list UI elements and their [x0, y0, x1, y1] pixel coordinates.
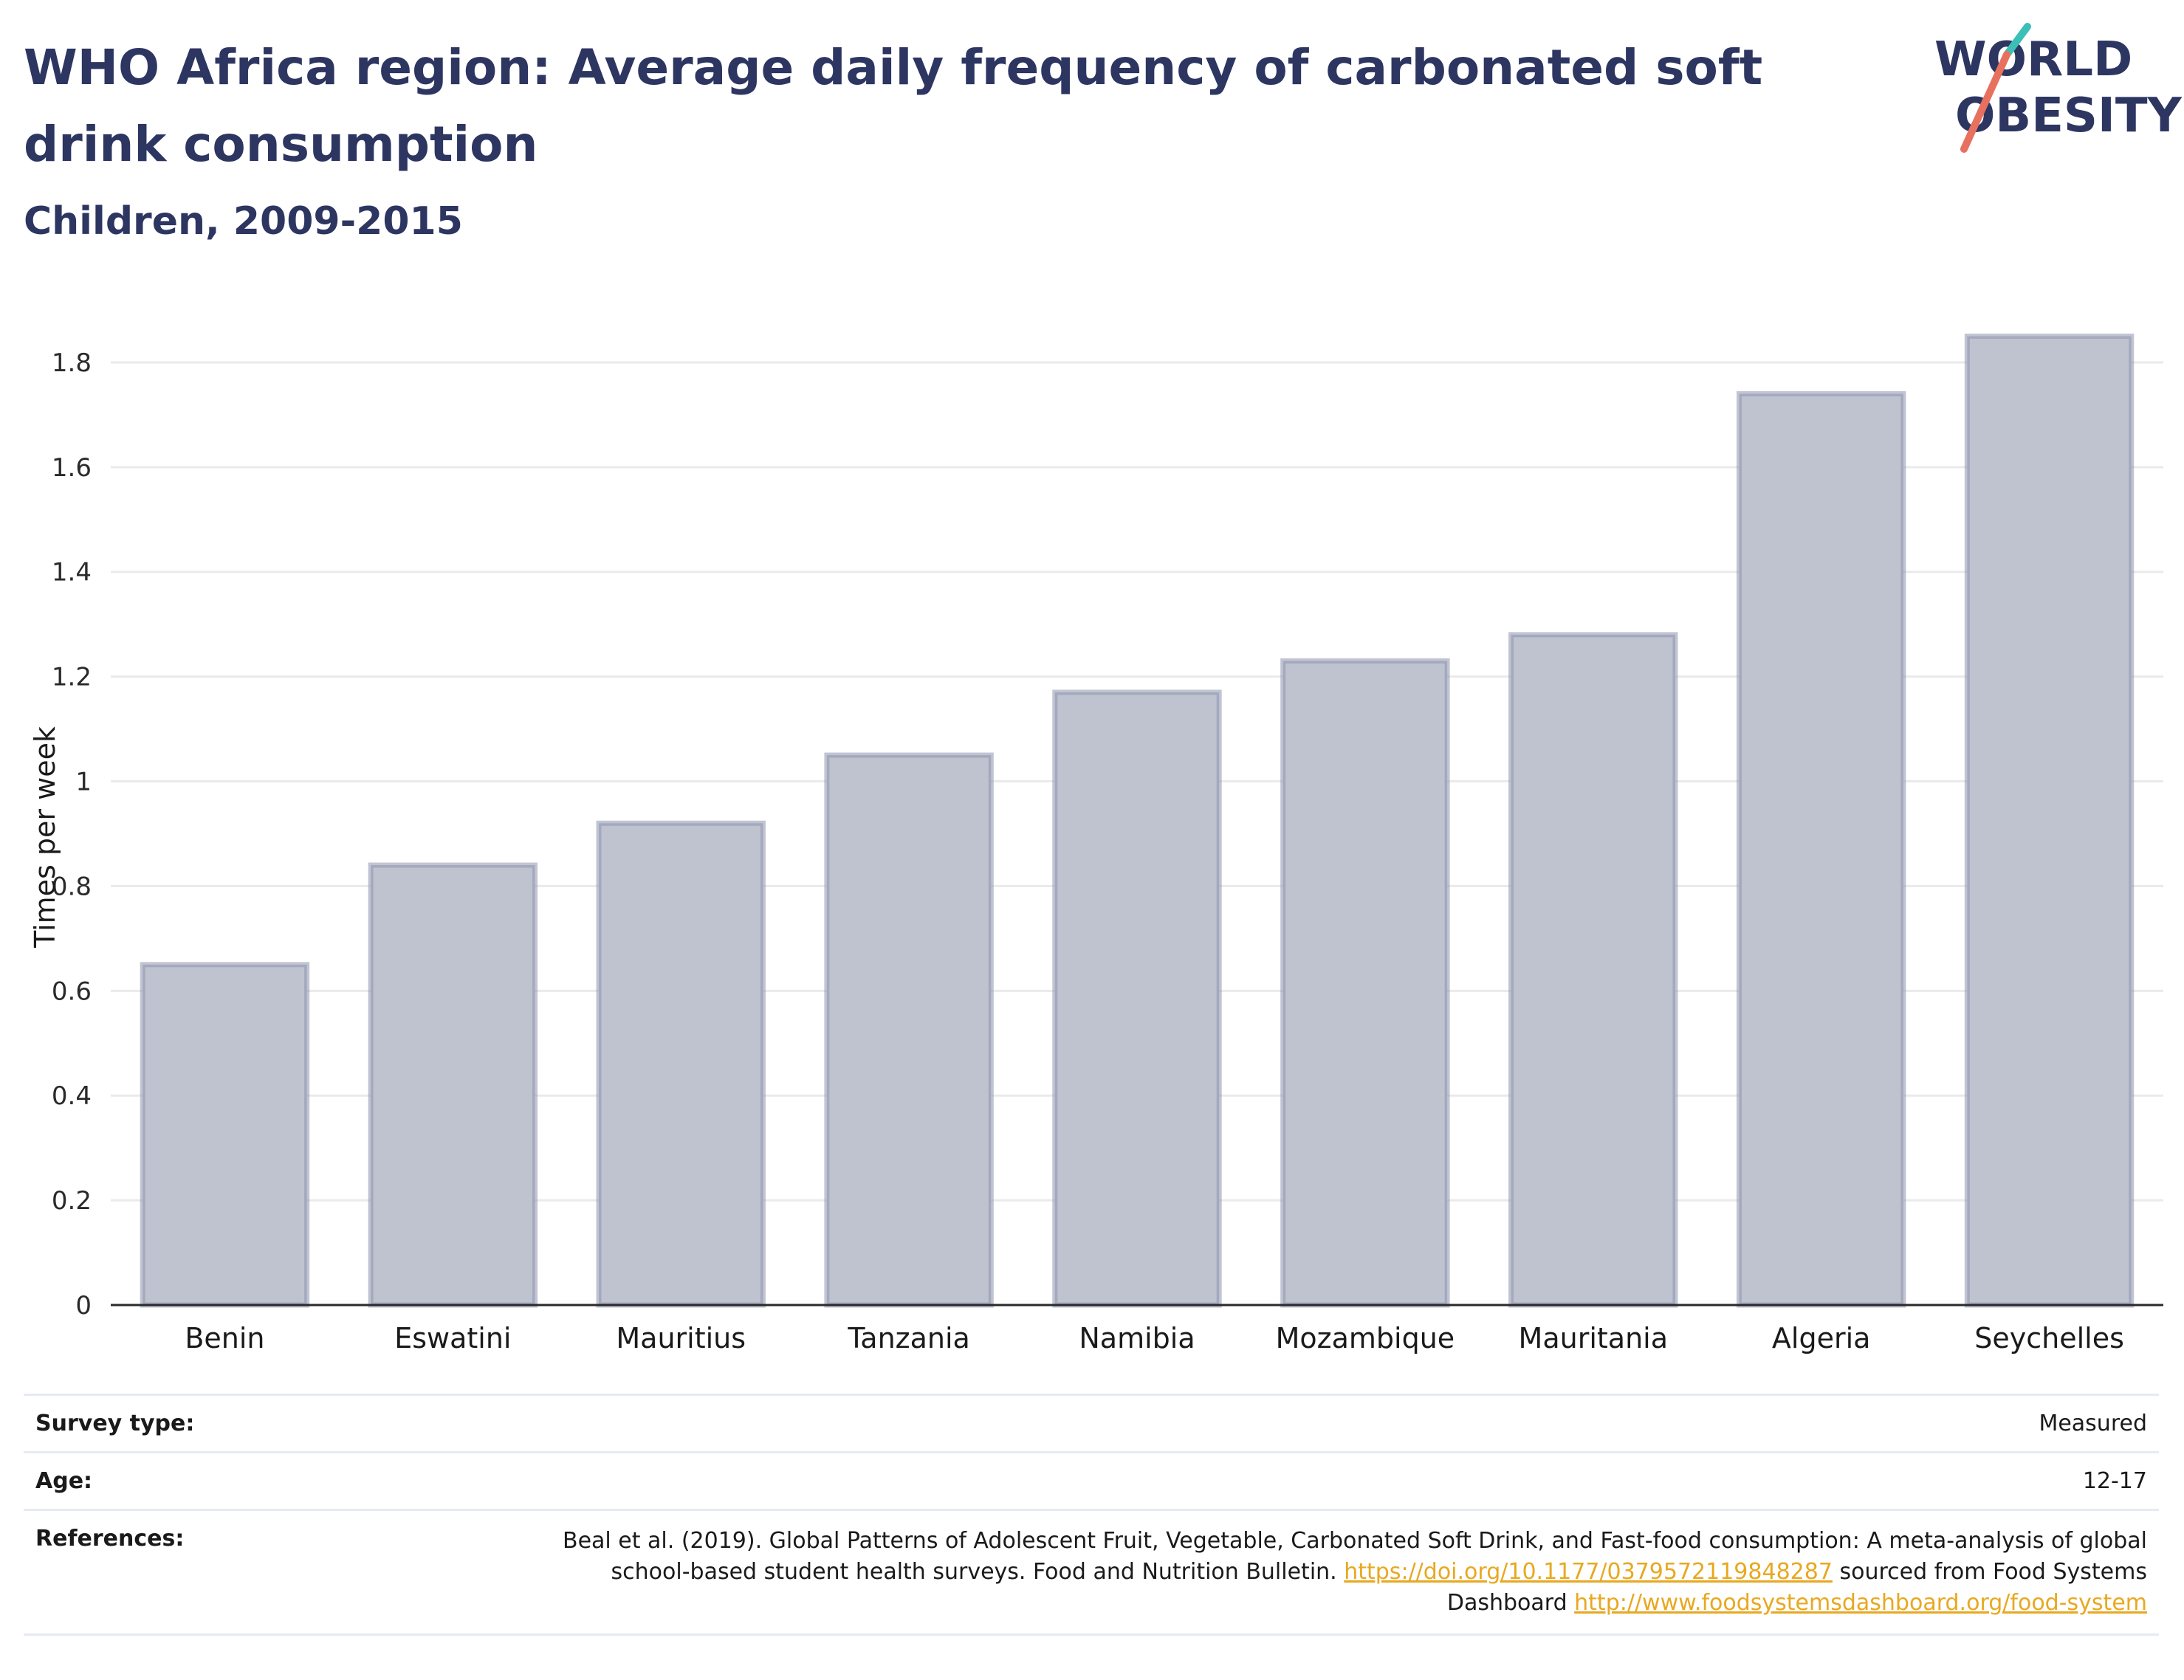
logo-teal-slash [2003, 23, 2031, 58]
bar-algeria[interactable] [1736, 391, 1906, 1308]
y-tick-label: 1 [75, 768, 92, 797]
x-tick-label: Mauritania [1519, 1322, 1668, 1354]
survey-type-value: Measured [2039, 1411, 2147, 1436]
y-tick-label: 0.6 [52, 977, 92, 1006]
references-label: References: [35, 1526, 185, 1552]
age-label: Age: [35, 1468, 93, 1494]
y-tick-label: 0.4 [52, 1081, 92, 1111]
chart-title: WHO Africa region: Average daily frequen… [24, 39, 1763, 173]
tick-labels: 0 0.2 0.4 0.6 0.8 1 1.2 1.4 1.6 1.8 Benin Eswatini M… [29, 348, 2124, 1354]
world-obesity-logo: WORLD OBESITY [1920, 22, 2182, 155]
survey-type-row: Survey type: Measured [24, 1394, 2159, 1451]
logo-word-obesity: OBESITY [1955, 89, 2182, 143]
y-tick-label: 0.2 [52, 1186, 92, 1216]
reference-source-text: sourced from Food Systems Dashboard [1446, 1559, 2147, 1616]
references-row: References: Beal et al. (2019). Global P… [24, 1509, 2159, 1636]
x-tick-label: Eswatini [394, 1322, 511, 1354]
food-systems-dashboard-link[interactable]: http://www.foodsystemsdashboard.org/food… [1574, 1590, 2147, 1616]
x-tick-label: Seychelles [1974, 1322, 2124, 1354]
x-tick-label: Namibia [1079, 1322, 1195, 1354]
y-tick-label: 0.8 [52, 872, 92, 901]
chart-svg: 0 0.2 0.4 0.6 0.8 1 1.2 1.4 1.6 1.8 Benin Eswatini M… [29, 333, 2163, 1354]
bar-mozambique[interactable] [1280, 658, 1450, 1308]
logo-coral-slash [1960, 51, 2010, 153]
x-tick-label: Mozambique [1276, 1322, 1455, 1354]
logo-word-world: WORLD [1934, 32, 2132, 87]
survey-type-label: Survey type: [35, 1411, 195, 1436]
y-tick-label: 1.4 [52, 558, 92, 588]
y-tick-label: 1.6 [52, 453, 92, 483]
x-tick-label: Algeria [1772, 1322, 1871, 1354]
references-value: Beal et al. (2019). Global Patterns of A… [523, 1526, 2147, 1619]
x-tick-label: Benin [185, 1322, 264, 1354]
bar-tanzania[interactable] [824, 752, 994, 1308]
y-tick-label: 1.2 [52, 663, 92, 692]
y-axis-title: Times per week [29, 726, 61, 949]
x-tick-label: Tanzania [847, 1322, 969, 1354]
reference-text: Beal et al. (2019). Global Patterns of A… [562, 1528, 2147, 1585]
age-value: 12-17 [2082, 1468, 2147, 1494]
bar-chart: 0 0.2 0.4 0.6 0.8 1 1.2 1.4 1.6 1.8 Benin Eswatini M… [0, 280, 2184, 1388]
bars [140, 333, 2135, 1308]
bar-mauritania[interactable] [1508, 632, 1678, 1308]
chart-subtitle: Children, 2009-2015 [24, 199, 463, 244]
y-tick-label: 1.8 [52, 348, 92, 378]
x-tick-label: Mauritius [616, 1322, 746, 1354]
bar-benin[interactable] [140, 962, 310, 1308]
info-table: Survey type: Measured Age: 12-17 Referen… [24, 1394, 2159, 1636]
bar-mauritius[interactable] [596, 820, 766, 1308]
bar-eswatini[interactable] [368, 862, 538, 1308]
age-row: Age: 12-17 [24, 1451, 2159, 1509]
bar-namibia[interactable] [1052, 689, 1222, 1308]
bar-seychelles[interactable] [1964, 333, 2135, 1308]
y-tick-label: 0 [75, 1291, 92, 1321]
doi-link[interactable]: https://doi.org/10.1177/0379572119848287 [1344, 1559, 1833, 1585]
